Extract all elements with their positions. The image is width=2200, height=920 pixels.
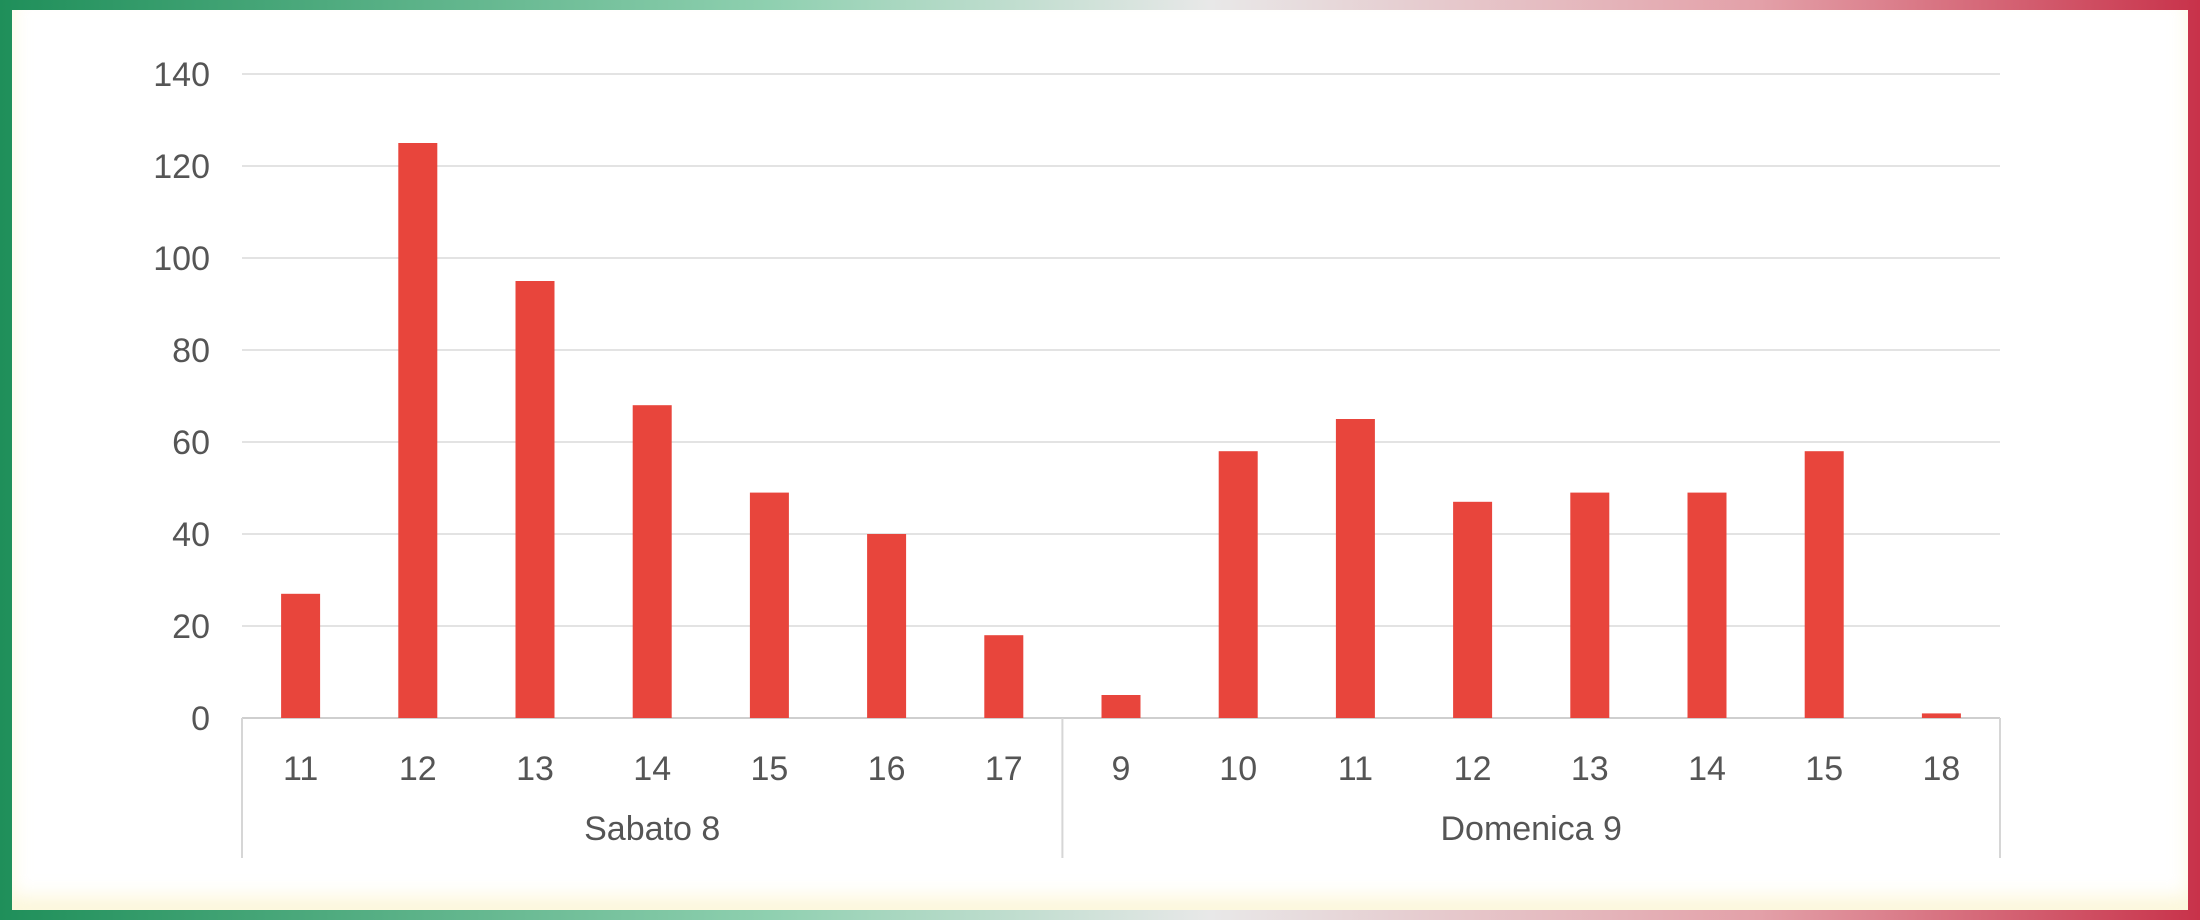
x-tick-label: 9 [1112, 750, 1131, 788]
bar [1218, 451, 1258, 718]
bar [867, 534, 907, 718]
y-tick-label: 80 [172, 332, 210, 370]
x-axis: 11 12 13 14 15 16 17 Sabato 8 9 10 11 12 13 14 15 18 Dom… [241, 718, 2001, 858]
bar [1570, 492, 1610, 718]
x-tick-label: 13 [516, 750, 554, 788]
y-tick-label: 40 [172, 516, 210, 554]
x-tick-label: 10 [1219, 750, 1257, 788]
y-tick-label: 100 [153, 240, 210, 278]
bar [984, 635, 1024, 718]
x-tick-label: 11 [1338, 750, 1373, 788]
bar [1101, 695, 1141, 718]
bars [281, 143, 1961, 718]
x-tick-label: 15 [1805, 750, 1843, 788]
bar [1335, 419, 1375, 718]
group-label: Sabato 8 [584, 810, 720, 848]
bar [281, 593, 321, 718]
bar [515, 281, 555, 718]
gridlines [242, 73, 2000, 719]
x-tick-label: 12 [399, 750, 437, 788]
bar [632, 405, 672, 718]
y-tick-label: 60 [172, 424, 210, 462]
y-tick-label: 120 [153, 148, 210, 186]
x-tick-label: 14 [633, 750, 671, 788]
x-tick-label: 13 [1571, 750, 1609, 788]
y-axis-ticks: 0 20 40 60 80 100 120 140 [153, 56, 210, 738]
x-tick-label: 15 [750, 750, 788, 788]
x-tick-label: 16 [868, 750, 906, 788]
bar [1687, 492, 1727, 718]
x-tick-label: 12 [1454, 750, 1492, 788]
x-tick-label: 18 [1922, 750, 1960, 788]
bar [1453, 501, 1493, 718]
x-tick-label: 11 [283, 750, 318, 788]
bar [1804, 451, 1844, 718]
bar [398, 143, 438, 718]
y-tick-label: 140 [153, 56, 210, 94]
y-tick-label: 20 [172, 608, 210, 646]
group-label: Domenica 9 [1440, 810, 1621, 848]
y-tick-label: 0 [191, 700, 210, 738]
bar [1921, 713, 1961, 718]
x-tick-label: 17 [985, 750, 1023, 788]
bar [749, 492, 789, 718]
x-tick-label: 14 [1688, 750, 1726, 788]
